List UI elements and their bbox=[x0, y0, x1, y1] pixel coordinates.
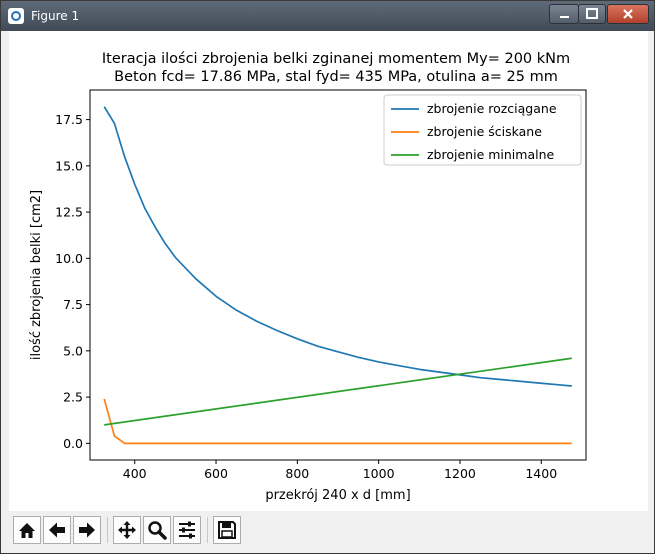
series-line-3 bbox=[104, 357, 572, 426]
maximize-icon bbox=[586, 8, 598, 19]
x-tick-label: 1000 bbox=[363, 466, 395, 481]
y-axis-label: ilość zbrojenia belki [cm2] bbox=[29, 190, 44, 360]
forward-button[interactable] bbox=[73, 516, 101, 544]
pan-button[interactable] bbox=[113, 516, 141, 544]
chart-title: Iteracja ilości zbrojenia belki zginanej… bbox=[102, 51, 570, 67]
home-icon bbox=[19, 523, 35, 538]
save-button[interactable] bbox=[213, 516, 241, 544]
magnifier-icon bbox=[148, 521, 167, 540]
x-tick-label: 600 bbox=[204, 466, 228, 481]
y-tick-label: 10.0 bbox=[55, 251, 83, 266]
series-line-1 bbox=[103, 106, 572, 387]
maximize-button[interactable] bbox=[578, 4, 606, 24]
x-tick-label: 1200 bbox=[444, 466, 476, 481]
legend-label-1: zbrojenie rozciągane bbox=[427, 101, 557, 116]
y-tick-label: 12.5 bbox=[55, 205, 83, 220]
python-app-icon bbox=[8, 8, 24, 24]
plot-frame bbox=[89, 89, 587, 461]
home-button[interactable] bbox=[13, 516, 41, 544]
legend: zbrojenie rozciągane zbrojenie ściskane zb… bbox=[383, 94, 582, 166]
x-axis-label: przekrój 240 x d [mm] bbox=[265, 488, 410, 503]
window-title: Figure 1 bbox=[31, 9, 80, 23]
minimize-icon bbox=[560, 16, 569, 18]
series-line-2 bbox=[103, 398, 572, 445]
x-tick-label: 1400 bbox=[525, 466, 557, 481]
chart-subtitle: Beton fcd= 17.86 MPa, stal fyd= 435 MPa,… bbox=[114, 69, 558, 85]
arrow-left-icon bbox=[49, 522, 65, 538]
close-icon bbox=[623, 9, 633, 19]
legend-label-2: zbrojenie ściskane bbox=[427, 124, 542, 139]
y-tick-label: 15.0 bbox=[55, 158, 83, 173]
back-button[interactable] bbox=[43, 516, 71, 544]
minimize-button[interactable] bbox=[549, 4, 579, 24]
y-tick-label: 0.0 bbox=[63, 436, 83, 451]
arrow-right-icon bbox=[79, 522, 95, 538]
y-tick-label: 17.5 bbox=[55, 112, 83, 127]
line-chart: Iteracja ilości zbrojenia belki zginanej… bbox=[29, 51, 587, 503]
navigation-toolbar bbox=[9, 511, 648, 547]
move-icon bbox=[118, 521, 136, 539]
zoom-button[interactable] bbox=[143, 516, 171, 544]
legend-box bbox=[383, 94, 582, 166]
configure-subplots-button[interactable] bbox=[173, 516, 201, 544]
x-tick-label: 400 bbox=[123, 466, 147, 481]
toolbar-separator bbox=[207, 517, 208, 543]
x-tick-label: 800 bbox=[285, 466, 309, 481]
title-bar[interactable]: Figure 1 bbox=[1, 1, 654, 31]
floppy-disk-icon bbox=[218, 521, 236, 539]
sliders-icon bbox=[179, 521, 195, 539]
y-tick-label: 5.0 bbox=[63, 343, 83, 358]
close-button[interactable] bbox=[607, 4, 649, 24]
toolbar-separator bbox=[107, 517, 108, 543]
y-tick-label: 7.5 bbox=[63, 297, 83, 312]
figure-canvas[interactable]: Iteracja ilości zbrojenia belki zginanej… bbox=[9, 31, 648, 511]
legend-label-3: zbrojenie minimalne bbox=[427, 147, 555, 162]
y-tick-label: 2.5 bbox=[63, 390, 83, 405]
